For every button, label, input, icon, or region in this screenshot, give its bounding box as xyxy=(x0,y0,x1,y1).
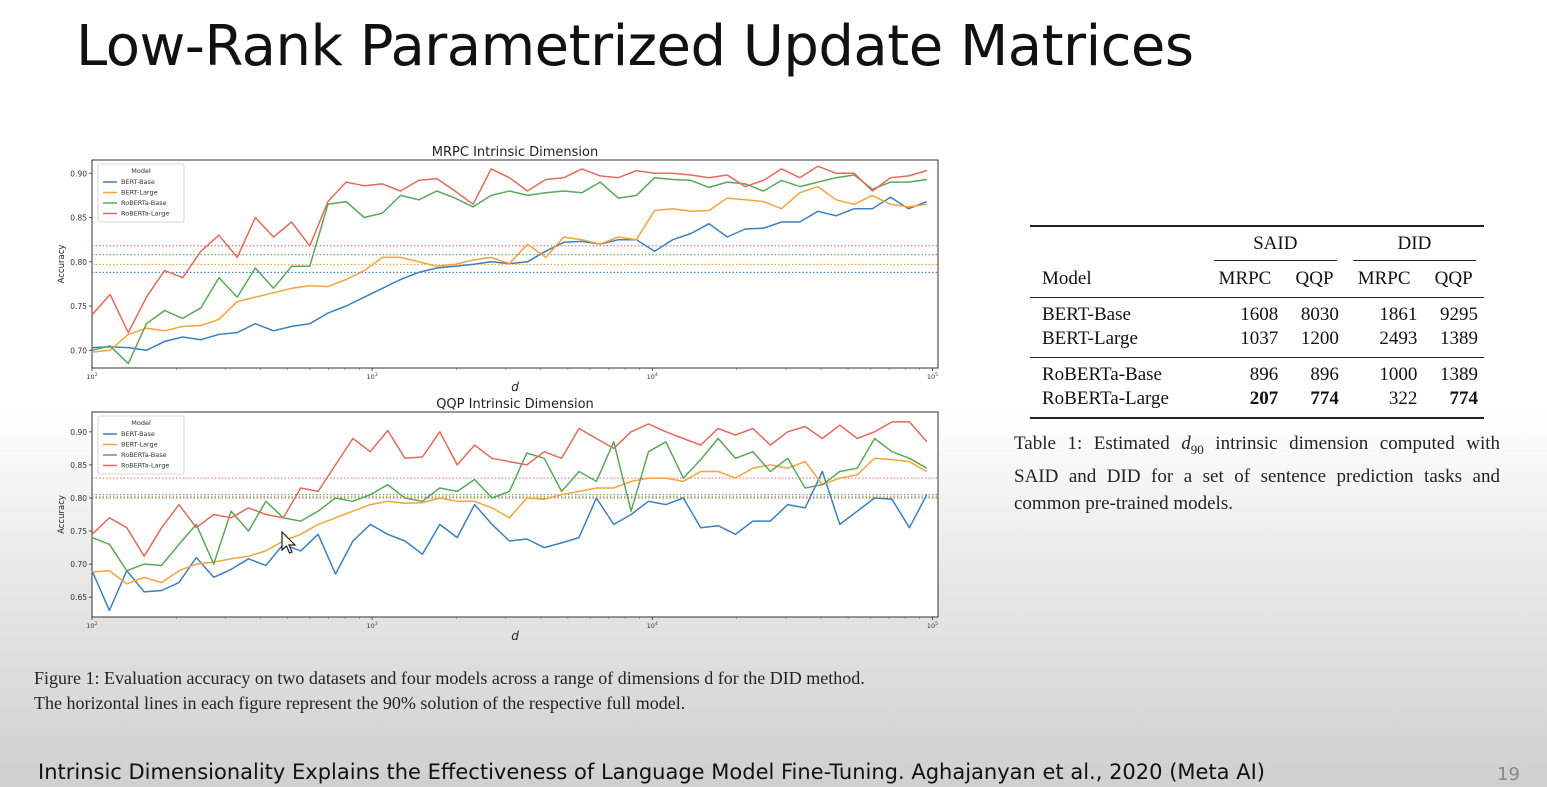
slide-title: Low-Rank Parametrized Update Matrices xyxy=(76,14,1194,79)
y-tick-label: 0.90 xyxy=(70,169,87,178)
y-tick-label: 0.85 xyxy=(70,214,87,223)
figure-caption: Figure 1: Evaluation accuracy on two dat… xyxy=(34,666,994,716)
table-row: BERT-Base 1608 8030 1861 9295 xyxy=(1042,304,1478,325)
x-tick-label: 104 xyxy=(647,372,658,381)
qqp-chart: QQP Intrinsic Dimension 0.65 0.70 0.75 0.80 0… xyxy=(57,397,939,643)
x-tick-label: 105 xyxy=(927,621,938,630)
table-row: RoBERTa-Large 207 774 322 774 xyxy=(1030,387,1484,418)
col-header-model: Model xyxy=(1042,268,1092,289)
x-axis-label: d xyxy=(511,380,519,394)
col-header-said-qqp: QQP xyxy=(1295,268,1334,289)
y-axis-label: Accuracy xyxy=(57,245,67,284)
said-group-header: SAID xyxy=(1206,226,1345,261)
legend-title: Model xyxy=(131,419,151,427)
legend-box xyxy=(97,415,185,475)
citation-footer: Intrinsic Dimensionality Explains the Ef… xyxy=(38,760,1265,784)
x-tick-label: 104 xyxy=(647,621,658,630)
x-tick-exponent: 3 xyxy=(375,621,378,627)
col-header-did-qqp: QQP xyxy=(1434,268,1473,289)
series-line xyxy=(91,470,928,612)
y-tick-label: 0.80 xyxy=(70,494,87,503)
y-tick-label: 0.70 xyxy=(70,560,87,569)
x-tick-label: 105 xyxy=(927,372,938,381)
legend-entry: BERT-Base xyxy=(121,178,155,186)
figure-caption-line-1: Figure 1: Evaluation accuracy on two dat… xyxy=(34,668,865,688)
legend-entry: RoBERTa-Large xyxy=(121,210,169,218)
table-row: RoBERTa-Base 896 896 1000 1389 xyxy=(1042,364,1478,385)
y-tick-label: 0.85 xyxy=(70,461,87,470)
x-tick-exponent: 3 xyxy=(375,372,378,378)
series-line xyxy=(91,421,928,557)
x-tick-exponent: 5 xyxy=(935,372,938,378)
col-header-did-mrpc: MRPC xyxy=(1357,268,1411,289)
y-tick-label: 0.70 xyxy=(70,346,87,355)
x-tick-exponent: 2 xyxy=(95,372,98,378)
y-tick-label: 0.80 xyxy=(70,258,87,267)
figure-caption-line-2: The horizontal lines in each figure repr… xyxy=(34,693,686,713)
series-line xyxy=(91,165,928,334)
series-line xyxy=(91,185,927,353)
page-number: 19 xyxy=(1497,764,1520,785)
y-tick-label: 0.90 xyxy=(70,428,87,437)
series-line xyxy=(91,457,928,585)
chart-title: QQP Intrinsic Dimension xyxy=(436,397,594,412)
legend-entry: RoBERTa-Base xyxy=(121,199,167,207)
x-tick-label: 103 xyxy=(367,372,378,381)
table-caption: Table 1: Estimated d90 intrinsic dimensi… xyxy=(1014,433,1500,514)
x-tick-exponent: 5 xyxy=(935,621,938,627)
legend-entry: BERT-Large xyxy=(121,441,158,449)
y-tick-label: 0.75 xyxy=(70,302,87,311)
legend-entry: BERT-Base xyxy=(121,430,155,438)
y-tick-label: 0.75 xyxy=(70,527,87,536)
mrpc-chart: MRPC Intrinsic Dimension 0.70 0.75 0.80 0.85… xyxy=(57,145,939,394)
table-row: BERT-Large 1037 1200 2493 1389 xyxy=(1030,327,1484,358)
did-group-header: DID xyxy=(1345,226,1484,261)
col-header-said-mrpc: MRPC xyxy=(1218,268,1272,289)
y-axis-label: Accuracy xyxy=(57,495,67,534)
x-tick-exponent: 2 xyxy=(95,621,98,627)
legend-entry: RoBERTa-Large xyxy=(121,462,169,470)
legend-entry: BERT-Large xyxy=(121,189,158,197)
results-table: SAID DID Model MRPC QQP MRPC QQP BERT-Ba… xyxy=(1030,225,1484,419)
y-tick-label: 0.65 xyxy=(70,593,87,602)
results-table-wrap: SAID DID Model MRPC QQP MRPC QQP BERT-Ba… xyxy=(1030,225,1484,419)
series-line xyxy=(91,174,927,365)
x-tick-label: 102 xyxy=(86,372,97,381)
x-tick-label: 103 xyxy=(367,621,378,630)
series-line xyxy=(91,437,928,572)
x-axis-label: d xyxy=(511,629,519,643)
mouse-cursor-icon xyxy=(281,531,297,554)
chart-title: MRPC Intrinsic Dimension xyxy=(432,145,598,160)
x-tick-exponent: 4 xyxy=(655,372,658,378)
legend-box xyxy=(97,163,185,223)
legend-title: Model xyxy=(131,167,151,175)
legend-entry: RoBERTa-Base xyxy=(121,451,167,459)
x-tick-label: 102 xyxy=(86,621,97,630)
plot-area xyxy=(91,411,939,618)
x-tick-exponent: 4 xyxy=(655,621,658,627)
